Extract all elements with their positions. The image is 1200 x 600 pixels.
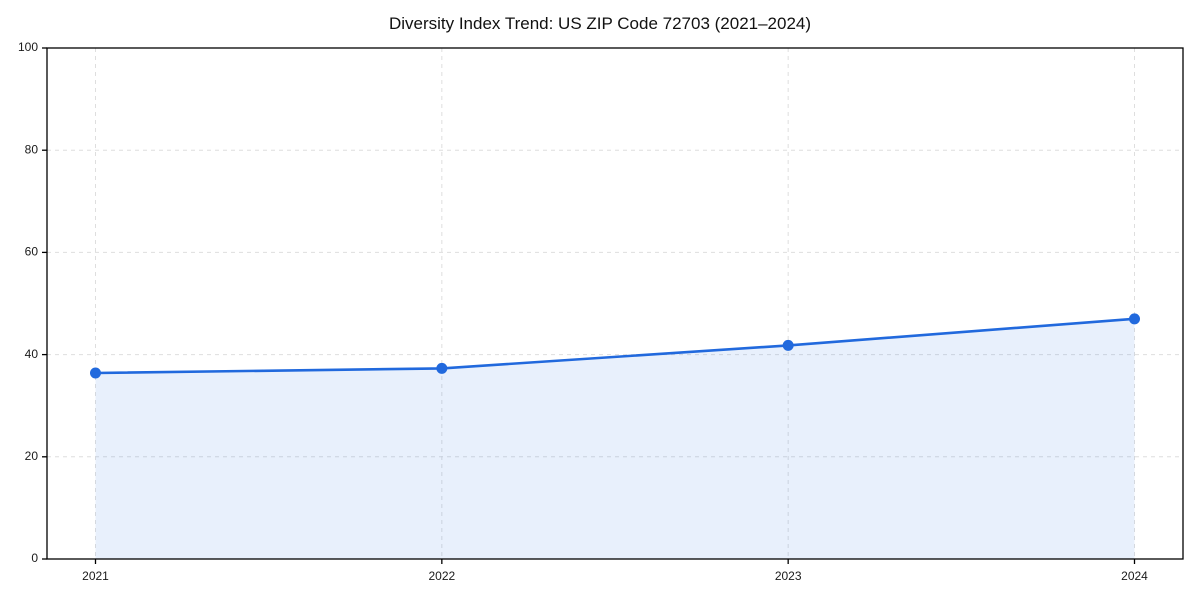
y-tick-label: 0: [31, 551, 38, 565]
y-tick-label: 40: [25, 347, 39, 361]
x-tick-label: 2024: [1121, 569, 1148, 583]
data-point-2023: [782, 339, 794, 351]
y-tick-label: 100: [18, 40, 38, 54]
y-tick-label: 80: [25, 142, 39, 156]
area-fill: [95, 318, 1135, 559]
plot-border: [46, 47, 1184, 560]
x-tick-label: 2023: [775, 569, 802, 583]
x-tick-label: 2022: [428, 569, 455, 583]
y-tick-label: 60: [25, 245, 39, 259]
trend-line: [94, 317, 1136, 375]
y-tick-label: 20: [25, 449, 39, 463]
data-point-2024: [1129, 313, 1140, 325]
data-point-2022: [436, 362, 448, 374]
plot-area: 0 20 40 60 80 100 2021 2022 2023 2024: [18, 40, 1184, 583]
chart-title: Diversity Index Trend: US ZIP Code 72703…: [389, 14, 811, 33]
data-point-2021: [90, 367, 101, 379]
x-tick-label: 2021: [82, 569, 109, 583]
